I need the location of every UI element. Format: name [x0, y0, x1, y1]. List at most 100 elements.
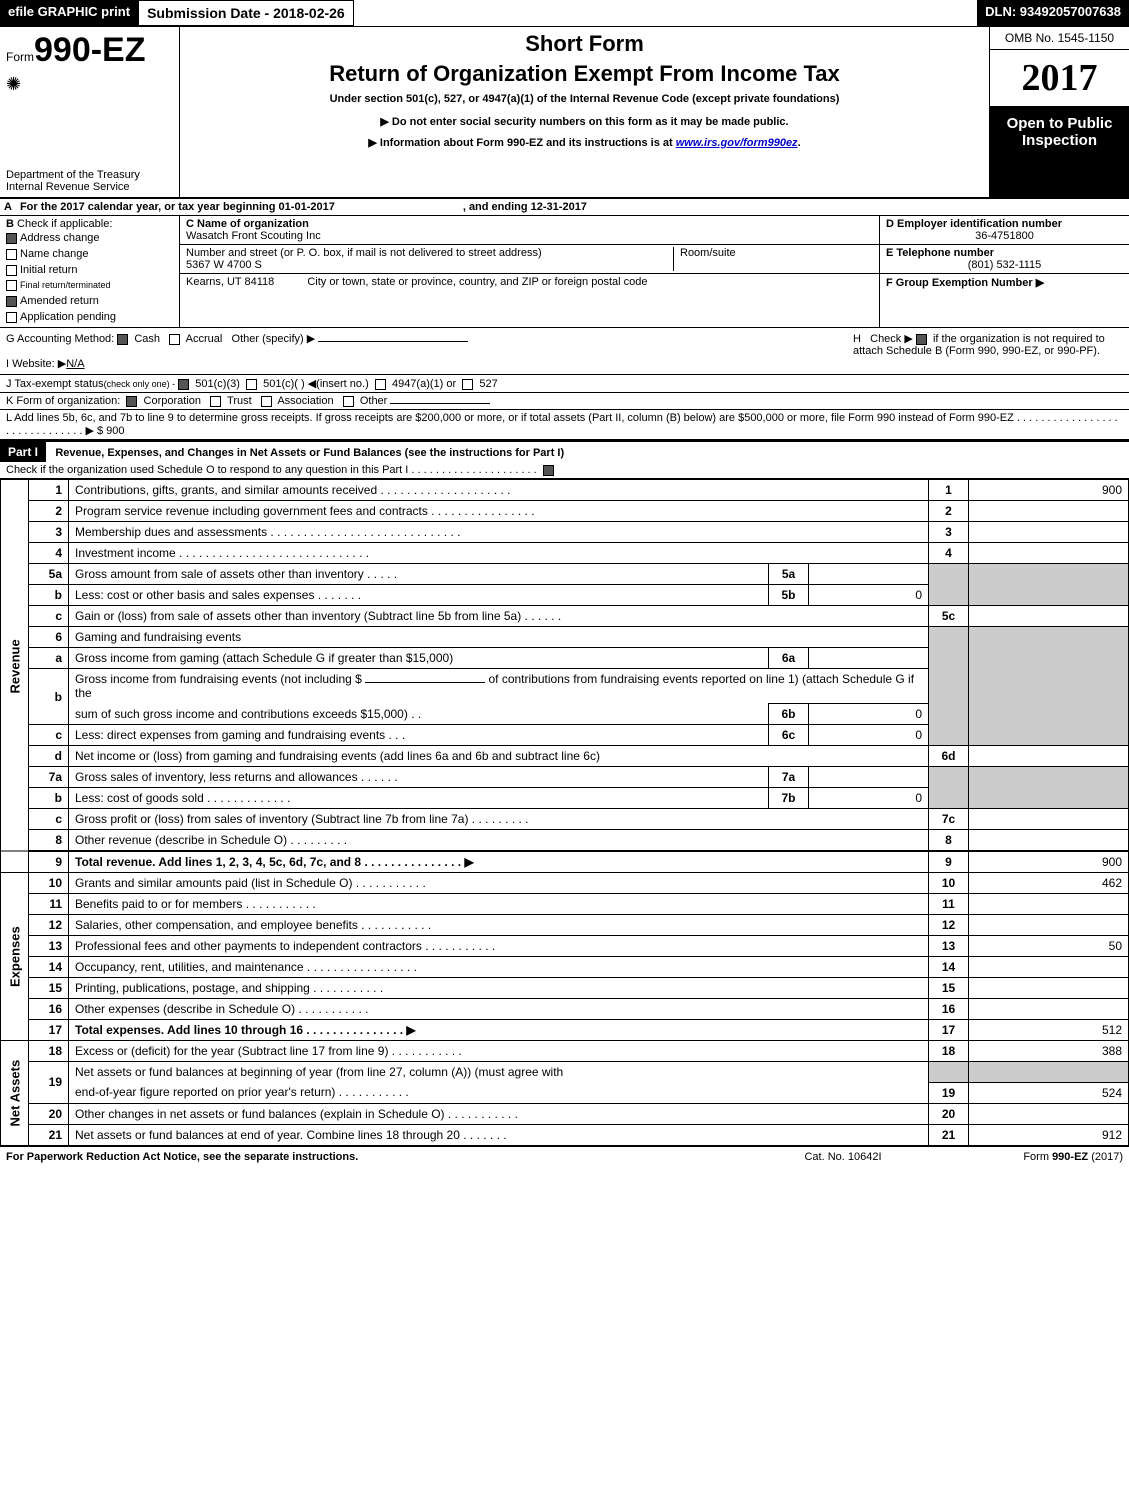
row-19-1: 19 Net assets or fund balances at beginn…: [1, 1062, 1129, 1083]
row-h: H Check ▶ if the organization is not req…: [853, 332, 1123, 370]
row-g: G Accounting Method: Cash Accrual Other …: [6, 332, 853, 370]
desc-5b: Less: cost or other basis and sales expe…: [69, 585, 769, 606]
chk-amended-return[interactable]: Amended return: [6, 293, 173, 309]
row-l: L Add lines 5b, 6c, and 7b to line 9 to …: [0, 410, 1129, 440]
col-c: C Name of organization Wasatch Front Sco…: [180, 216, 879, 327]
irs-link[interactable]: www.irs.gov/form990ez: [676, 137, 798, 149]
chk-501c[interactable]: [246, 379, 257, 390]
ln-1: 1: [29, 480, 69, 501]
d-label: D Employer identification number: [886, 218, 1123, 230]
chk-name-change[interactable]: Name change: [6, 246, 173, 262]
chk-accrual[interactable]: [169, 334, 180, 345]
box-19: 19: [929, 1082, 969, 1103]
desc-10: Grants and similar amounts paid (list in…: [69, 873, 929, 894]
checkbox-icon: [6, 233, 17, 244]
box-13: 13: [929, 936, 969, 957]
header-left: Form990-EZ ✺ Department of the Treasury …: [0, 27, 180, 197]
chk-initial-return[interactable]: Initial return: [6, 262, 173, 278]
box-2: 2: [929, 501, 969, 522]
ln-16: 16: [29, 999, 69, 1020]
dln-label: DLN: 93492057007638: [977, 0, 1129, 26]
inamt-6a: [809, 648, 929, 669]
chk-501c3[interactable]: [178, 379, 189, 390]
box-15: 15: [929, 978, 969, 999]
e-phone-cell: E Telephone number (801) 532-1115: [880, 245, 1129, 274]
chk-other[interactable]: [343, 396, 354, 407]
c-street-cell: Number and street (or P. O. box, if mail…: [180, 245, 879, 274]
efile-print-button[interactable]: efile GRAPHIC print: [0, 0, 138, 26]
c-label: C Name of organization: [186, 218, 321, 230]
top-spacer: [354, 0, 977, 26]
row-10: Expenses 10 Grants and similar amounts p…: [1, 873, 1129, 894]
f-group-cell: F Group Exemption Number ▶: [880, 274, 1129, 327]
amt-13: 50: [969, 936, 1129, 957]
chk-schedule-o[interactable]: [543, 465, 554, 476]
amt-5c: [969, 606, 1129, 627]
desc-8: Other revenue (describe in Schedule O) .…: [69, 830, 929, 852]
chk-corp[interactable]: [126, 396, 137, 407]
city-label: City or town, state or province, country…: [307, 276, 647, 288]
input-6b-amount[interactable]: [365, 682, 485, 683]
box-1: 1: [929, 480, 969, 501]
shade-6: [929, 627, 969, 746]
j-label: J Tax-exempt status: [6, 378, 104, 390]
ln-3: 3: [29, 522, 69, 543]
chk-trust[interactable]: [210, 396, 221, 407]
chk-4947[interactable]: [375, 379, 386, 390]
checkbox-icon: [6, 312, 17, 323]
amt-18: 388: [969, 1041, 1129, 1062]
g-accrual: Accrual: [186, 333, 223, 345]
desc-7c: Gross profit or (loss) from sales of inv…: [69, 809, 929, 830]
inamt-7a: [809, 767, 929, 788]
desc-6: Gaming and fundraising events: [69, 627, 929, 648]
inamt-6c: 0: [809, 725, 929, 746]
b-label: B: [6, 218, 14, 230]
chk-cash[interactable]: [117, 334, 128, 345]
ein-value: 36-4751800: [886, 230, 1123, 242]
k-other: Other: [360, 395, 388, 407]
box-6d: 6d: [929, 746, 969, 767]
chk-assoc[interactable]: [261, 396, 272, 407]
box-7c: 7c: [929, 809, 969, 830]
subtitle: Under section 501(c), 527, or 4947(a)(1)…: [190, 93, 979, 105]
g-other-input[interactable]: [318, 341, 468, 342]
h-label: H: [853, 333, 861, 345]
row-7a: 7a Gross sales of inventory, less return…: [1, 767, 1129, 788]
h-check-text: Check ▶: [870, 333, 913, 345]
ln-13: 13: [29, 936, 69, 957]
box-16: 16: [929, 999, 969, 1020]
desc-7a: Gross sales of inventory, less returns a…: [69, 767, 769, 788]
desc-18: Excess or (deficit) for the year (Subtra…: [69, 1041, 929, 1062]
shade-7: [929, 767, 969, 809]
chk-address-change[interactable]: Address change: [6, 230, 173, 246]
k-assoc: Association: [277, 395, 333, 407]
chk-final-return[interactable]: Final return/terminated: [6, 278, 173, 293]
row-12: 12 Salaries, other compensation, and emp…: [1, 915, 1129, 936]
desc-13: Professional fees and other payments to …: [69, 936, 929, 957]
chk-h[interactable]: [916, 334, 927, 345]
chk-527[interactable]: [462, 379, 473, 390]
phone-value: (801) 532-1115: [886, 259, 1123, 271]
footer-paperwork: For Paperwork Reduction Act Notice, see …: [6, 1151, 743, 1163]
desc-7b: Less: cost of goods sold . . . . . . . .…: [69, 788, 769, 809]
chk-application-pending[interactable]: Application pending: [6, 309, 173, 325]
row-20: 20 Other changes in net assets or fund b…: [1, 1103, 1129, 1124]
desc-3: Membership dues and assessments . . . . …: [69, 522, 929, 543]
ln-10: 10: [29, 873, 69, 894]
header-center: Short Form Return of Organization Exempt…: [180, 27, 989, 197]
box-9: 9: [929, 851, 969, 873]
row-21: 21 Net assets or fund balances at end of…: [1, 1124, 1129, 1145]
in-6c: 6c: [769, 725, 809, 746]
k-other-input[interactable]: [390, 403, 490, 404]
top-bar: efile GRAPHIC print Submission Date - 20…: [0, 0, 1129, 27]
line-a-text1: For the 2017 calendar year, or tax year …: [16, 199, 339, 215]
ln-5a: 5a: [29, 564, 69, 585]
side-expenses: Expenses: [1, 873, 29, 1041]
line-a-label: A: [0, 199, 16, 215]
shade-5b: [969, 564, 1129, 606]
row-1: Revenue 1 Contributions, gifts, grants, …: [1, 480, 1129, 501]
street-value: 5367 W 4700 S: [186, 259, 673, 271]
irs-eagle-icon: ✺: [6, 74, 173, 95]
row-4: 4 Investment income . . . . . . . . . . …: [1, 543, 1129, 564]
form-header: Form990-EZ ✺ Department of the Treasury …: [0, 27, 1129, 199]
